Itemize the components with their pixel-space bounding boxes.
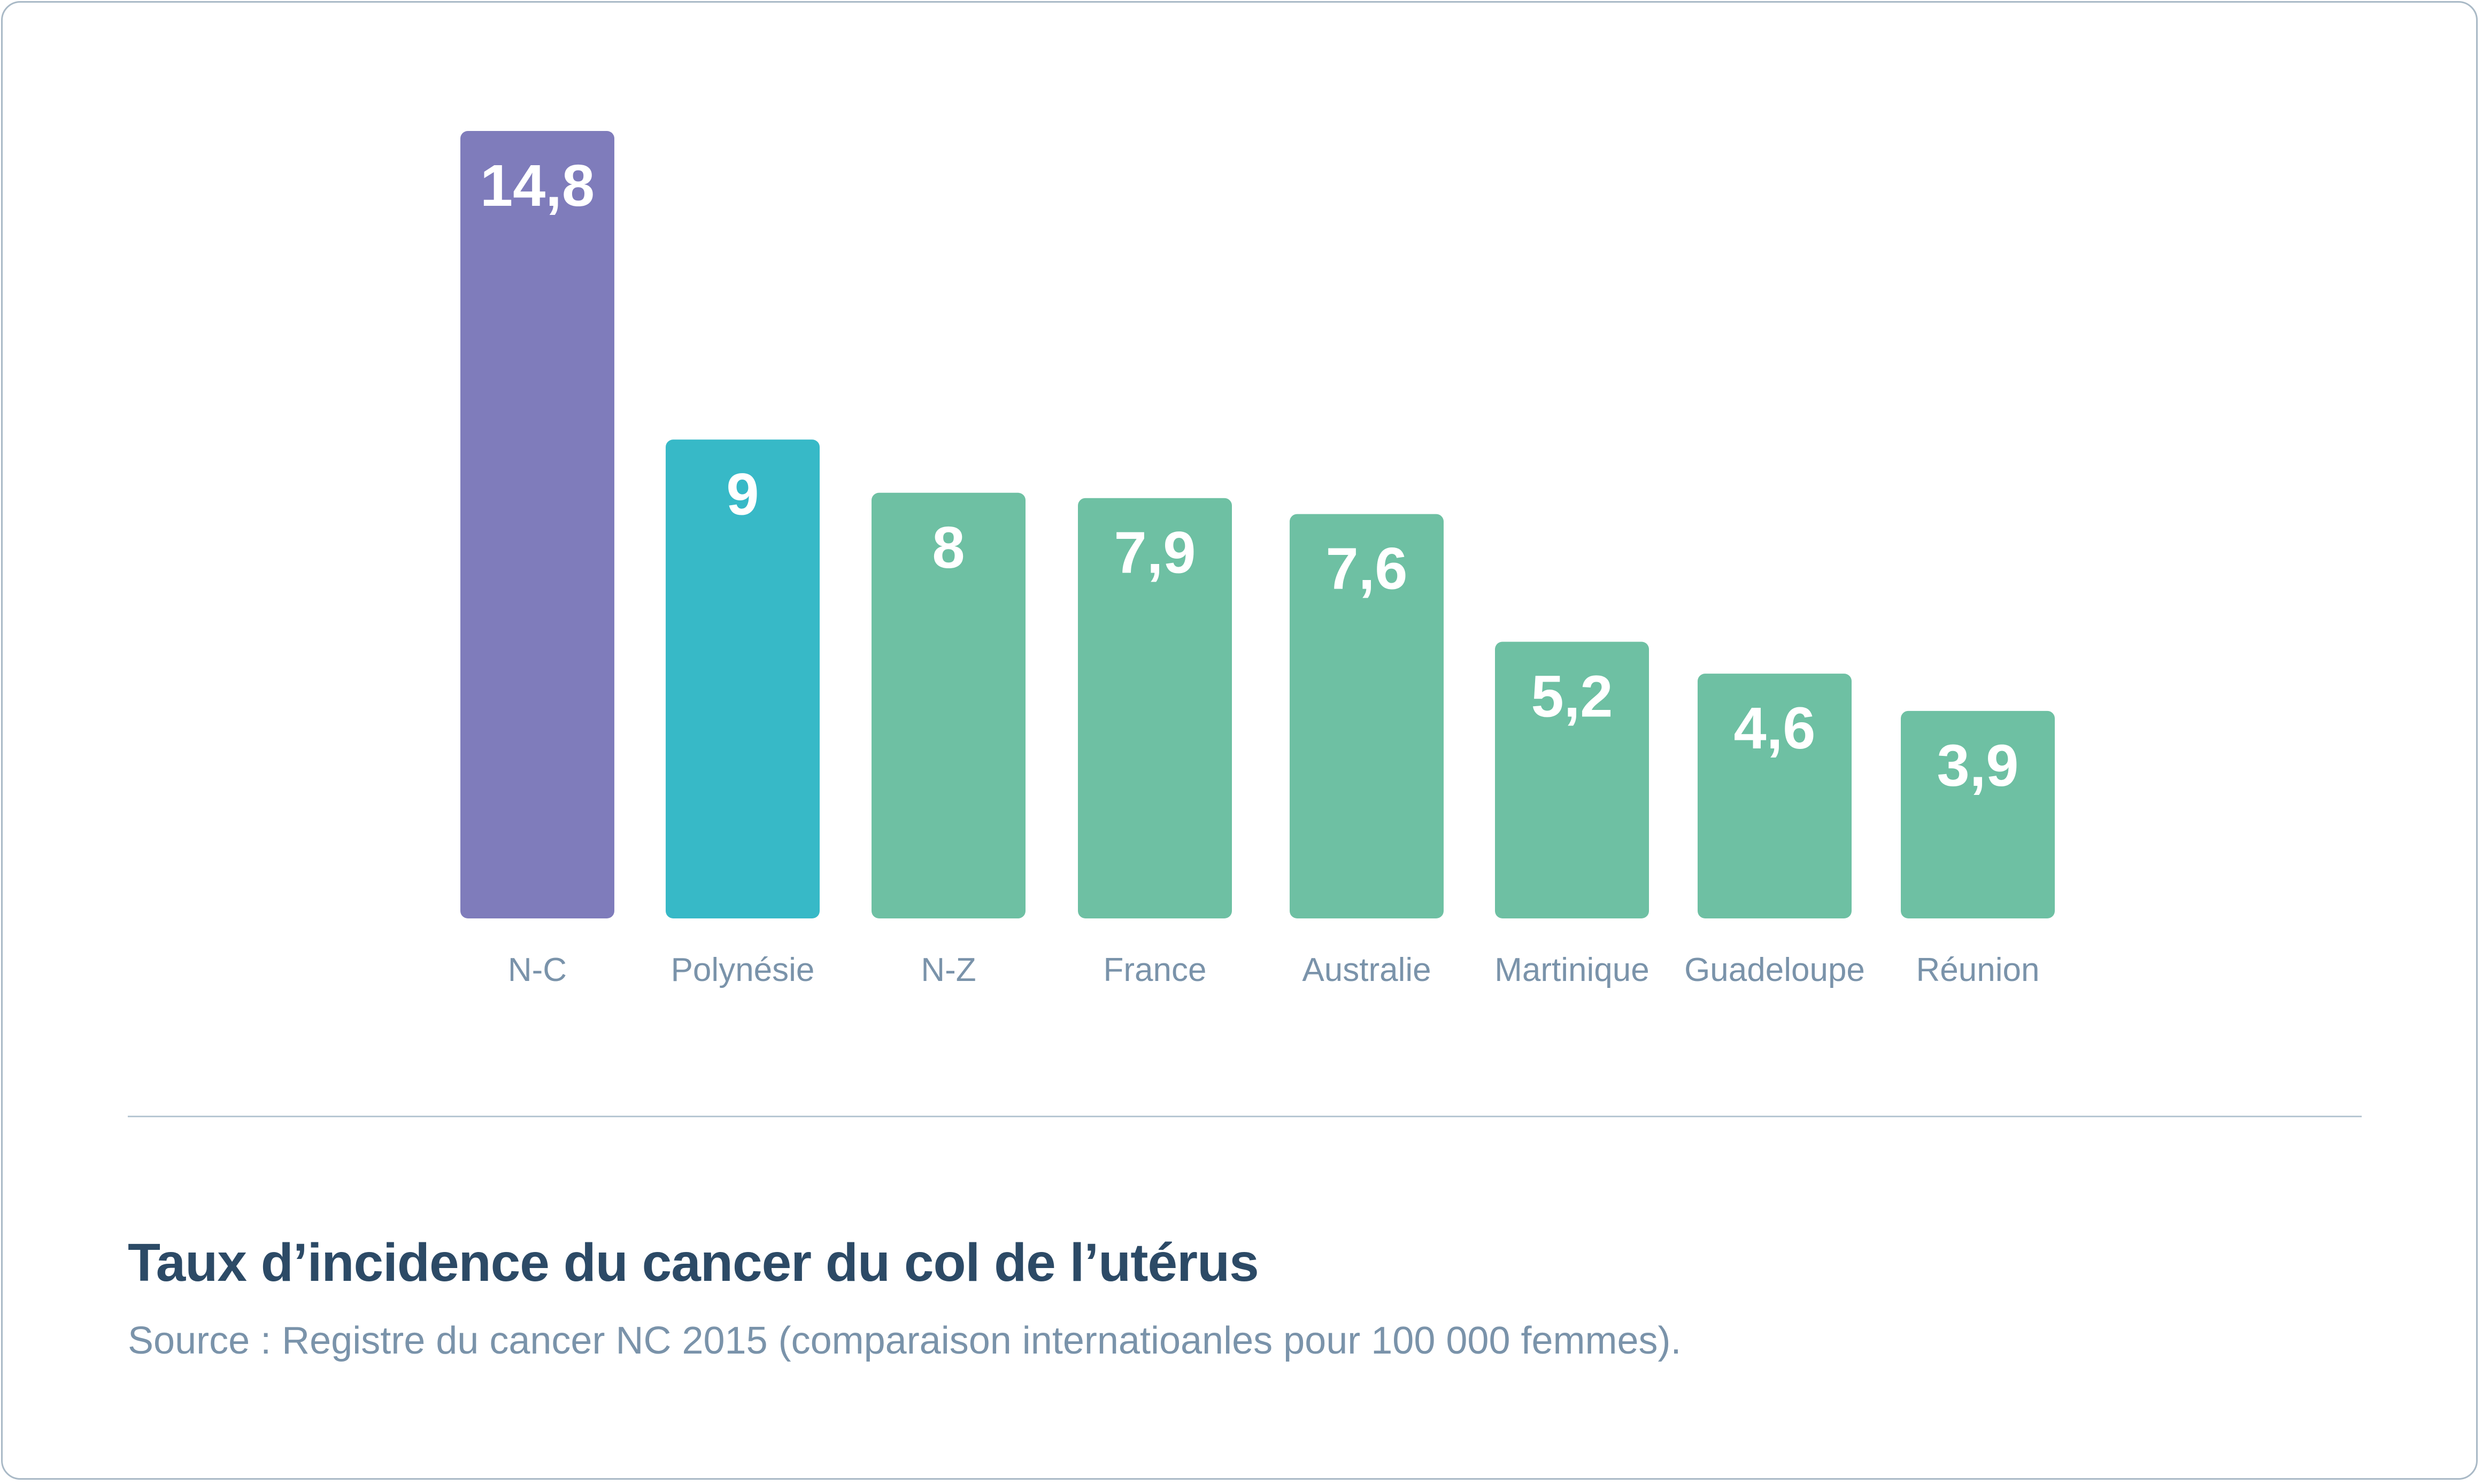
bar-value-label: 8 [932, 515, 965, 581]
bar-3 [1078, 498, 1232, 918]
bar-4 [1290, 514, 1444, 918]
bar-value-label: 9 [726, 461, 759, 527]
category-label: Polynésie [671, 952, 815, 988]
bar-value-label: 5,2 [1531, 663, 1613, 729]
bar-value-label: 14,8 [480, 153, 595, 219]
bar-5 [1495, 641, 1649, 918]
category-label: Guadeloupe [1684, 952, 1865, 988]
chart-title: Taux d’incidence du cancer du col de l’u… [128, 1233, 1259, 1293]
category-label: France [1104, 952, 1207, 988]
chart-source: Source : Registre du cancer NC 2015 (com… [128, 1319, 1682, 1362]
bar-value-label: 7,9 [1114, 520, 1196, 586]
category-label: N-Z [921, 952, 976, 988]
bar-7 [1901, 710, 2055, 918]
bar-1 [666, 439, 820, 918]
bar-chart: 14,8 9 8 7,9 7,6 5,2 4,6 3,9 N-C Polynésie N-Z Fra… [460, 131, 2055, 988]
bar-value-label: 3,9 [1937, 733, 2019, 799]
bar-0 [460, 131, 614, 918]
category-label: N-C [508, 952, 567, 988]
divider [128, 1116, 2362, 1117]
bar-value-label: 4,6 [1734, 695, 1816, 761]
bar-6 [1698, 674, 1852, 918]
category-label: Réunion [1916, 952, 2040, 988]
bar-2 [872, 492, 1026, 918]
bar-value-label: 7,6 [1326, 536, 1408, 602]
category-label: Martinique [1494, 952, 1649, 988]
category-label: Australie [1302, 952, 1431, 988]
